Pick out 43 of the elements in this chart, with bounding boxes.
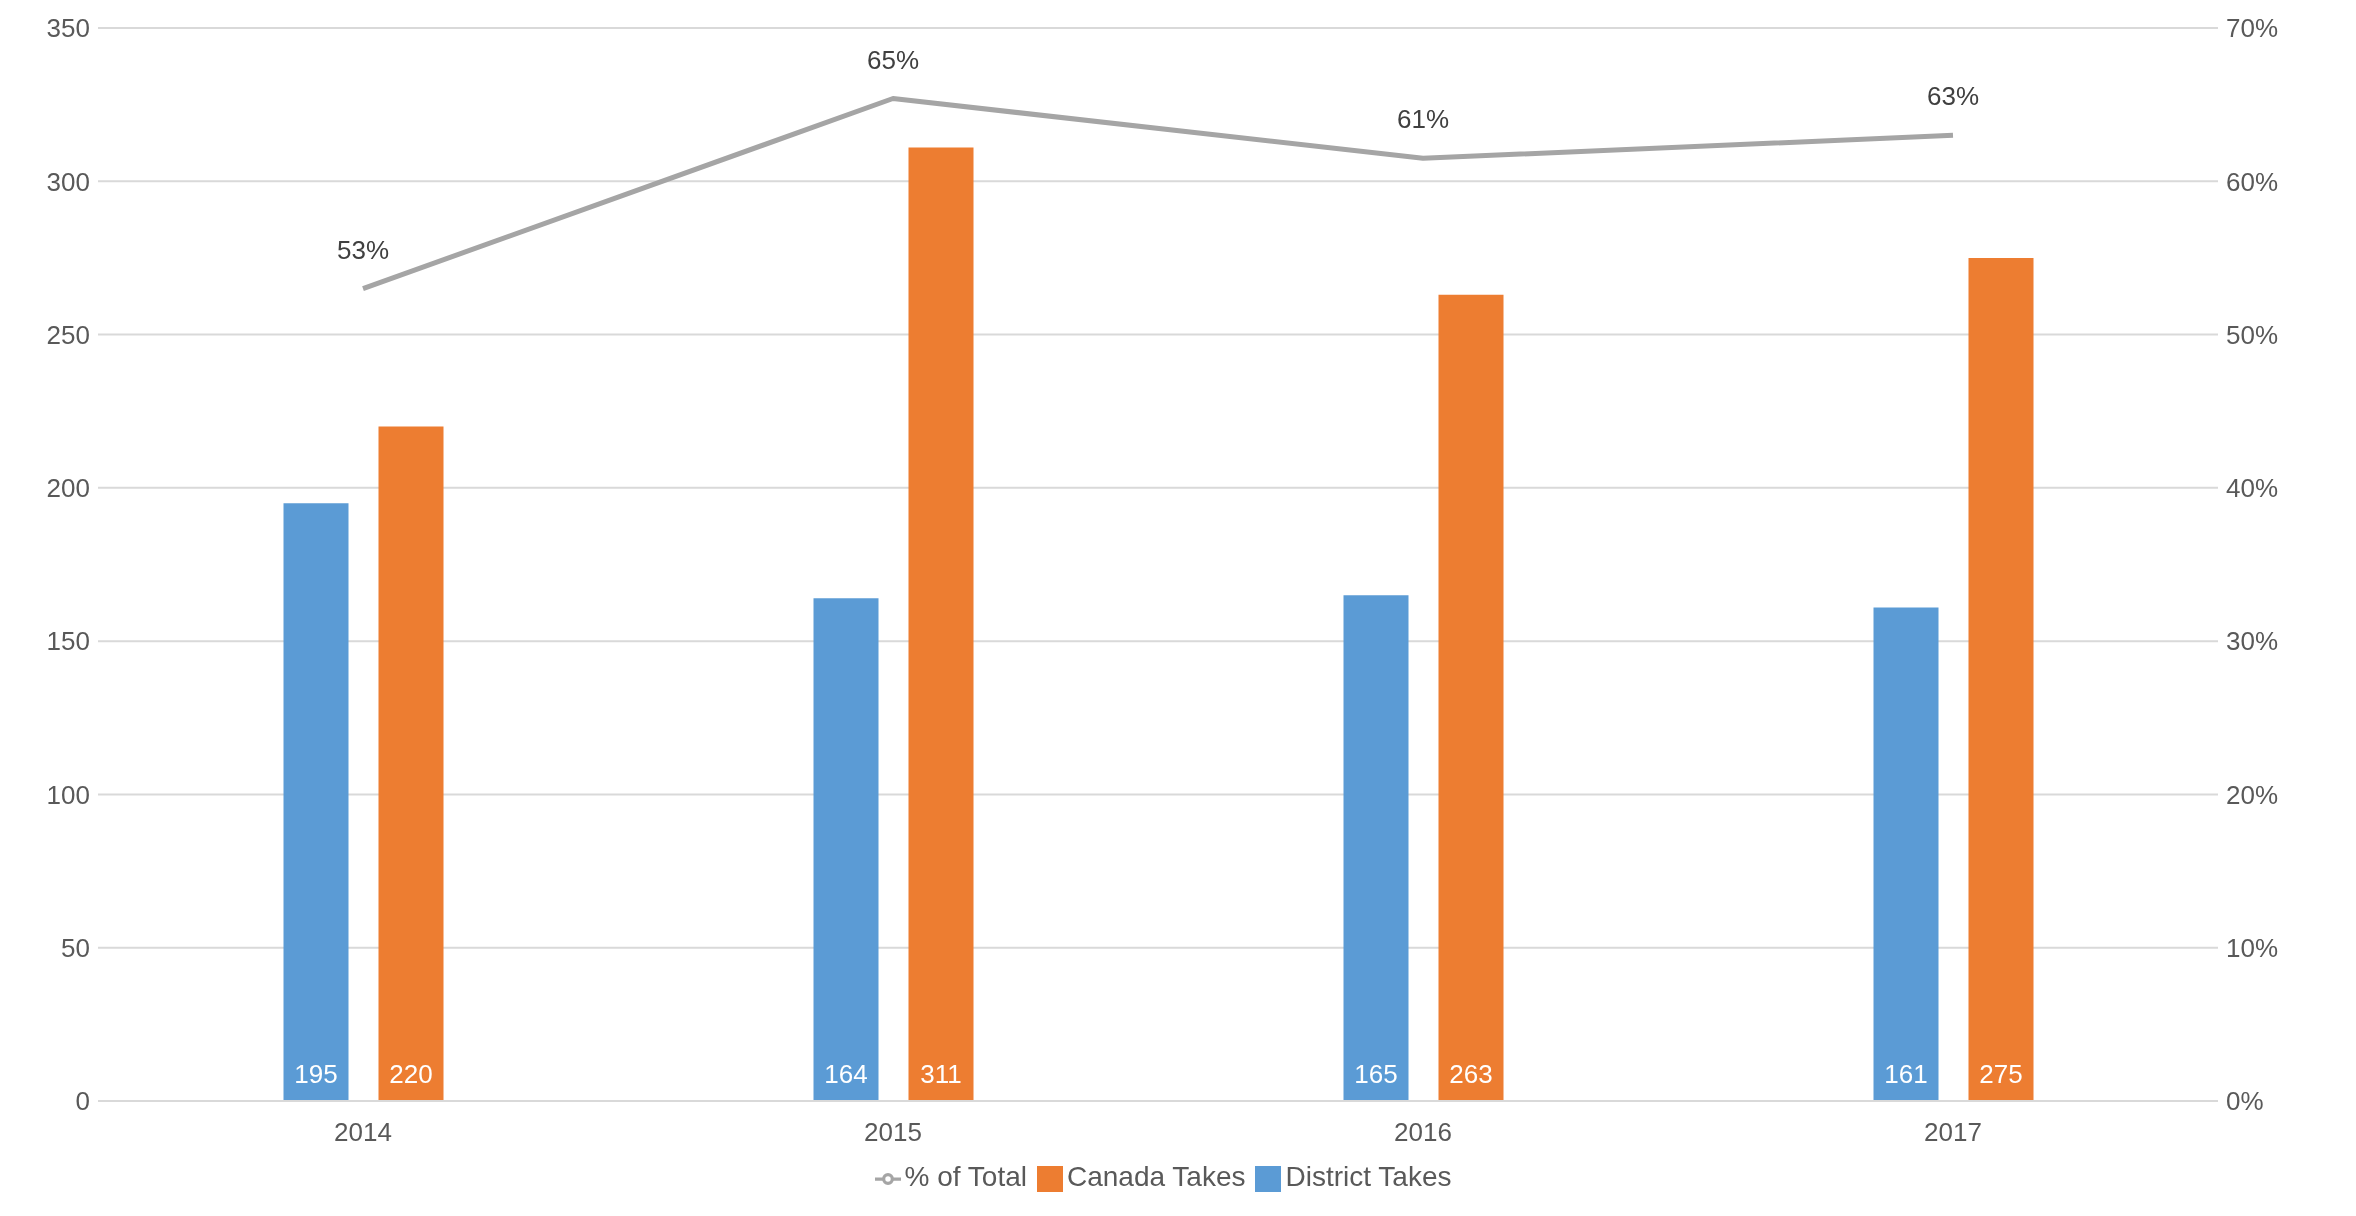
y-tick-label: 350: [46, 13, 90, 44]
data-label: 311: [920, 1059, 962, 1089]
bar: [283, 503, 349, 1101]
x-tick-label: 2017: [1924, 1117, 1982, 1148]
data-label: 164: [824, 1059, 868, 1089]
data-label: 275: [1979, 1059, 2023, 1089]
data-label: 63%: [1926, 81, 1980, 112]
bar: [1438, 294, 1504, 1101]
x-tick-label: 2016: [1394, 1117, 1452, 1148]
y2-tick-label: 60%: [2226, 166, 2279, 197]
y2-tick-label: 40%: [2226, 473, 2279, 504]
y-tick-label: 200: [46, 473, 90, 504]
legend-label: District Takes: [1285, 1161, 1452, 1192]
y2-tick-label: 20%: [2226, 779, 2279, 810]
x-tick-label: 2015: [864, 1117, 922, 1148]
bar: [1968, 257, 2034, 1101]
bar: [1343, 595, 1409, 1101]
y-tick-label: 300: [46, 166, 90, 197]
x-tick-label: 2014: [334, 1117, 392, 1148]
legend-label: Canada Takes: [1066, 1161, 1246, 1192]
y2-tick-label: 50%: [2226, 319, 2279, 350]
data-label: 53%: [336, 234, 390, 265]
y-tick-label: 250: [46, 319, 90, 350]
data-label: 195: [294, 1059, 338, 1089]
data-label: 161: [1884, 1059, 1928, 1089]
data-label: 220: [389, 1059, 433, 1089]
bar: [813, 598, 879, 1101]
bar: [1873, 607, 1939, 1101]
y-tick-label: 150: [46, 626, 90, 657]
legend-label: % of Total: [904, 1161, 1027, 1192]
data-label: 61%: [1396, 104, 1450, 135]
y2-tick-label: 70%: [2226, 13, 2279, 44]
y2-tick-label: 30%: [2226, 626, 2279, 657]
y2-tick-label: 10%: [2226, 932, 2279, 963]
data-label: 263: [1449, 1059, 1493, 1089]
y-tick-label: 0: [75, 1086, 90, 1117]
data-label: 65%: [866, 44, 920, 75]
y2-tick-label: 0%: [2226, 1086, 2264, 1117]
bar: [908, 147, 974, 1101]
data-label: 165: [1354, 1059, 1398, 1089]
bar: [378, 426, 444, 1101]
y-tick-label: 50: [61, 932, 90, 963]
y-tick-label: 100: [46, 779, 90, 810]
